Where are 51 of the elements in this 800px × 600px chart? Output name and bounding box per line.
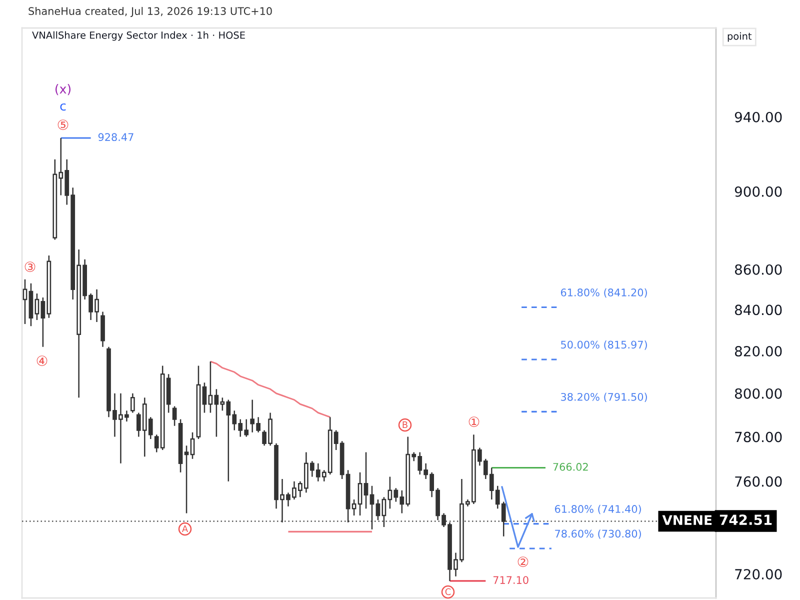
series-label: 78.60% (730.80)	[555, 530, 641, 539]
text: 742.51	[720, 514, 772, 526]
candlestick	[22, 278, 28, 325]
line-series	[210, 360, 331, 418]
annotation: C	[445, 588, 451, 596]
candlestick	[34, 292, 40, 321]
candlestick	[28, 282, 34, 327]
annotation: ③	[24, 262, 36, 272]
y-tick-label: 840.00	[734, 304, 782, 316]
y-tick-label: 760.00	[735, 476, 782, 487]
y-tick-label: 780.00	[735, 432, 782, 442]
y-tick-label: 720.00	[735, 568, 782, 580]
candlestick	[100, 311, 105, 348]
candlestick	[130, 392, 135, 414]
candlestick	[208, 360, 213, 414]
candlestick	[190, 432, 195, 460]
text: ShaneHua created, Jul 13, 2026 19:13 UTC+10	[28, 6, 272, 17]
annotation: ④	[36, 356, 48, 366]
series-label: 61.80% (841.20)	[560, 288, 647, 298]
series-label: 766.02	[553, 462, 588, 471]
annotation: ⑤	[58, 120, 68, 130]
candlestick	[178, 418, 183, 473]
series-label: 928.47	[98, 133, 134, 142]
series-label: 717.10	[493, 576, 528, 584]
y-tick-label: 820.00	[734, 346, 782, 357]
candlestick	[358, 472, 362, 516]
annotation: A	[182, 525, 188, 532]
y-tick-label: 940.00	[734, 112, 782, 122]
y-axis-title: point	[728, 32, 752, 42]
series-label: 38.20% (791.50)	[561, 392, 647, 402]
chart-title: VNAllShare Energy Sector Index · 1h · HOSE	[32, 31, 245, 41]
series-label: 50.00% (815.97)	[561, 340, 647, 350]
series-label: 61.80% (741.40)	[554, 504, 641, 514]
candlestick	[352, 498, 356, 516]
annotation: ①	[468, 416, 480, 427]
candlestick	[376, 498, 380, 521]
ref-line-label: VNENE	[662, 515, 712, 525]
annotation: (x)	[56, 84, 70, 96]
candlestick	[364, 452, 368, 510]
candlestick	[172, 406, 177, 426]
y-tick-label: 900.00	[734, 186, 782, 197]
candlestick	[202, 382, 207, 414]
candlestick	[196, 365, 201, 440]
annotation: ②	[518, 556, 528, 567]
annotation: B	[402, 421, 408, 428]
candlestick	[370, 485, 374, 530]
y-tick-label: 800.00	[734, 388, 782, 399]
candlestick	[184, 444, 189, 514]
annotation: c	[60, 103, 66, 111]
y-tick-label: 860.00	[734, 264, 782, 275]
candlestick	[382, 496, 386, 528]
